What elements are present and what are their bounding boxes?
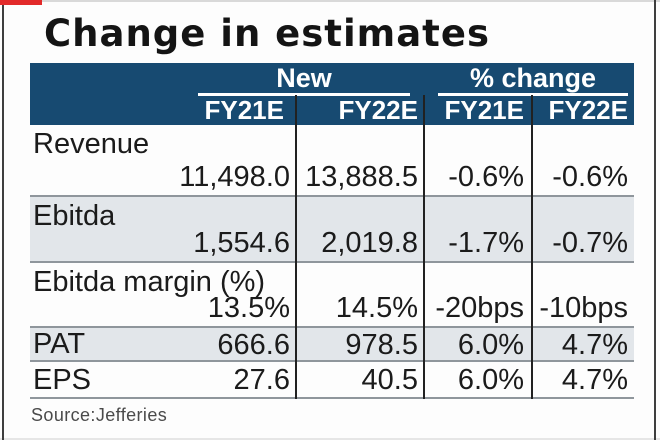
row-label: EPS bbox=[33, 363, 92, 396]
column-header-chg-fy21e: FY21E bbox=[444, 95, 525, 125]
value-cell: 2,019.8 bbox=[321, 227, 418, 259]
row-values: 13.5% 14.5% -20bps -10bps bbox=[30, 292, 634, 324]
row-values: 27.6 40.5 6.0% 4.7% bbox=[30, 364, 634, 396]
value-cell: 666.6 bbox=[217, 329, 290, 361]
value-cell: 4.7% bbox=[561, 364, 628, 396]
source-attribution: Source:Jefferies bbox=[31, 405, 168, 425]
column-group-pct-change: % change bbox=[469, 63, 597, 93]
row-label: PAT bbox=[33, 327, 86, 360]
value-cell: 1,554.6 bbox=[193, 227, 290, 259]
row-label: Revenue bbox=[33, 128, 150, 160]
row-separator bbox=[30, 195, 634, 197]
value-cell: -1.7% bbox=[448, 227, 524, 259]
left-border bbox=[2, 0, 4, 440]
table-row-ebitda: Ebitda 1,554.6 2,019.8 -1.7% -0.7% bbox=[30, 197, 634, 263]
table-row-revenue: Revenue 11,498.0 13,888.5 -0.6% -0.6% bbox=[30, 125, 634, 197]
table-row-eps: EPS 27.6 40.5 6.0% 4.7% bbox=[30, 362, 634, 399]
value-cell: 27.6 bbox=[233, 364, 290, 396]
top-border bbox=[0, 0, 660, 2]
value-cell: -0.6% bbox=[552, 161, 628, 193]
row-values: 666.6 978.5 6.0% 4.7% bbox=[30, 329, 634, 361]
value-cell: 14.5% bbox=[335, 292, 418, 324]
value-cell: -10bps bbox=[539, 292, 628, 324]
right-border bbox=[654, 0, 656, 440]
column-header-new-fy21e: FY21E bbox=[204, 95, 285, 125]
row-label: Ebitda bbox=[33, 200, 116, 232]
value-cell: 13.5% bbox=[207, 292, 290, 324]
table-header: New % change FY21E FY22E FY21E FY22E bbox=[30, 63, 634, 125]
value-cell: 11,498.0 bbox=[179, 161, 290, 193]
value-cell: 4.7% bbox=[561, 329, 628, 361]
row-label: Ebitda margin (%) bbox=[33, 266, 266, 298]
value-cell: -0.6% bbox=[448, 161, 524, 193]
bottom-border bbox=[0, 438, 660, 440]
value-cell: 13,888.5 bbox=[305, 161, 418, 193]
column-divider bbox=[423, 95, 425, 399]
row-separator bbox=[30, 326, 634, 328]
row-values: 1,554.6 2,019.8 -1.7% -0.7% bbox=[30, 227, 634, 259]
table-row-ebitda-margin: Ebitda margin (%) 13.5% 14.5% -20bps -10… bbox=[30, 263, 634, 328]
table-row-pat: PAT 666.6 978.5 6.0% 4.7% bbox=[30, 328, 634, 362]
value-cell: -0.7% bbox=[552, 227, 628, 259]
column-divider bbox=[531, 95, 533, 399]
column-header-new-fy22e: FY22E bbox=[338, 95, 419, 125]
column-header-chg-fy22e: FY22E bbox=[548, 95, 629, 125]
value-cell: 6.0% bbox=[457, 364, 524, 396]
estimates-table: New % change FY21E FY22E FY21E FY22E Rev… bbox=[30, 63, 634, 399]
value-cell: -20bps bbox=[435, 292, 524, 324]
row-separator bbox=[30, 397, 634, 399]
value-cell: 40.5 bbox=[361, 364, 418, 396]
red-accent-line bbox=[0, 0, 42, 5]
column-group-new: New bbox=[276, 63, 332, 93]
group-underline-pct-change bbox=[438, 93, 628, 96]
row-separator bbox=[30, 261, 634, 263]
row-values: 11,498.0 13,888.5 -0.6% -0.6% bbox=[30, 161, 634, 193]
column-divider bbox=[295, 95, 297, 399]
group-underline-new bbox=[198, 93, 410, 96]
value-cell: 6.0% bbox=[457, 329, 524, 361]
value-cell: 978.5 bbox=[345, 329, 418, 361]
row-separator bbox=[30, 360, 634, 362]
chart-title: Change in estimates bbox=[44, 12, 490, 55]
